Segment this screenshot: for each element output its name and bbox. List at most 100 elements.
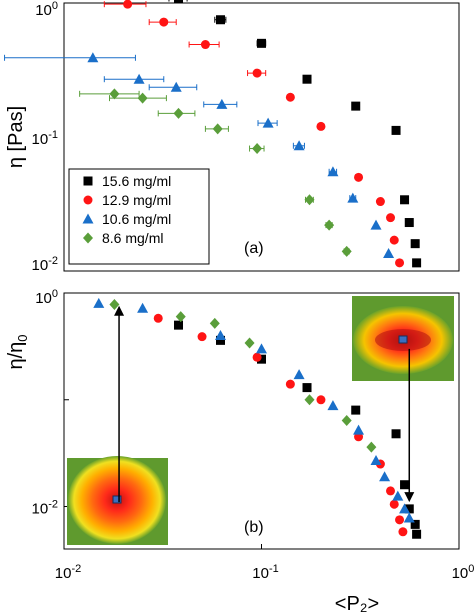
y-tick-label: 100 bbox=[35, 288, 58, 307]
legend-marker bbox=[83, 232, 93, 244]
data-point bbox=[379, 471, 391, 482]
data-point bbox=[410, 519, 420, 529]
data-point bbox=[392, 490, 404, 501]
data-point bbox=[366, 441, 377, 453]
data-point bbox=[215, 15, 225, 25]
y-tick-label: 10-2 bbox=[32, 499, 58, 518]
tick-base: 10 bbox=[35, 290, 52, 307]
beamstop-marker bbox=[112, 495, 122, 504]
data-point bbox=[109, 299, 120, 311]
panel-b-x-axis-label: <P₂> bbox=[335, 593, 379, 615]
data-point bbox=[302, 74, 312, 84]
data-point bbox=[391, 125, 401, 135]
data-point bbox=[410, 239, 420, 249]
tick-exponent: -2 bbox=[48, 255, 58, 267]
annotation-arrow-head bbox=[114, 305, 125, 316]
data-point bbox=[354, 172, 364, 182]
y-tick-label: 100 bbox=[35, 0, 58, 19]
tick-base: 10 bbox=[32, 257, 49, 274]
data-point bbox=[327, 166, 339, 177]
legend-label: 15.6 mg/ml bbox=[102, 173, 171, 189]
data-point bbox=[257, 38, 266, 48]
data-point bbox=[351, 405, 361, 415]
y-tick-label: 10-1 bbox=[32, 129, 58, 148]
data-point bbox=[404, 504, 414, 514]
data-point bbox=[109, 88, 120, 100]
data-point bbox=[214, 329, 226, 340]
panel-b-data-marks bbox=[93, 297, 422, 539]
data-point bbox=[375, 197, 385, 207]
panel-a-label: (a) bbox=[244, 240, 264, 257]
legend-label: 8.6 mg/ml bbox=[102, 230, 163, 246]
data-point bbox=[257, 354, 266, 364]
data-point bbox=[256, 343, 267, 354]
data-point bbox=[389, 499, 399, 509]
data-point bbox=[137, 92, 148, 104]
tick-base: 10 bbox=[452, 565, 469, 582]
data-point bbox=[174, 0, 184, 4]
panel-a-legend: 15.6 mg/ml 12.9 mg/ml 10.6 mg/ml 8.6 mg/ml bbox=[68, 168, 210, 265]
panel-a-data-marks bbox=[4, 0, 422, 268]
tick-exponent: -1 bbox=[269, 563, 279, 575]
legend-items: 15.6 mg/ml 12.9 mg/ml 10.6 mg/ml 8.6 mg/ml bbox=[82, 173, 171, 246]
data-point bbox=[153, 313, 163, 323]
tick-base: 10 bbox=[252, 565, 269, 582]
legend-label: 10.6 mg/ml bbox=[102, 211, 171, 227]
data-point bbox=[347, 192, 359, 203]
data-point bbox=[370, 454, 382, 465]
panel-a-y-axis-label: η [Pas] bbox=[5, 106, 27, 168]
data-point bbox=[412, 258, 422, 268]
data-point bbox=[304, 394, 315, 406]
data-point bbox=[395, 515, 405, 525]
data-point bbox=[389, 235, 399, 245]
data-point bbox=[200, 40, 210, 50]
legend-marker bbox=[83, 195, 93, 205]
data-point bbox=[412, 529, 422, 539]
tick-exponent: -2 bbox=[48, 499, 58, 511]
data-point bbox=[293, 369, 305, 380]
panel-b-y-axis-label: η/η0 bbox=[5, 334, 30, 369]
data-point bbox=[197, 332, 207, 342]
legend-marker bbox=[82, 213, 94, 224]
panel-b-y-axis-label-subscript: 0 bbox=[15, 334, 30, 341]
data-point bbox=[370, 219, 382, 230]
data-point bbox=[252, 143, 263, 155]
tick-exponent: 0 bbox=[52, 288, 58, 300]
data-point bbox=[244, 337, 255, 349]
tick-exponent: -1 bbox=[48, 129, 58, 141]
data-point bbox=[316, 121, 326, 131]
x-tick-label: 100 bbox=[452, 563, 474, 582]
data-point bbox=[174, 320, 184, 330]
data-point bbox=[216, 98, 228, 109]
data-point bbox=[341, 245, 352, 257]
data-point bbox=[391, 429, 401, 439]
data-point bbox=[285, 379, 295, 389]
data-point bbox=[302, 383, 312, 393]
tick-base: 10 bbox=[55, 565, 72, 582]
data-point bbox=[398, 527, 408, 537]
legend-marker bbox=[83, 176, 93, 186]
beamstop-marker bbox=[398, 335, 408, 344]
data-point bbox=[137, 302, 149, 313]
data-point bbox=[386, 486, 396, 496]
data-point bbox=[395, 258, 405, 268]
tick-exponent: -2 bbox=[71, 563, 81, 575]
tick-base: 10 bbox=[32, 131, 49, 148]
data-point bbox=[212, 123, 223, 135]
data-point bbox=[316, 395, 326, 405]
isotropic-pattern-inset bbox=[67, 456, 168, 545]
data-point bbox=[252, 352, 262, 362]
data-point bbox=[175, 311, 186, 323]
legend-label: 12.9 mg/ml bbox=[102, 192, 171, 208]
data-point bbox=[341, 414, 352, 426]
data-point bbox=[351, 101, 361, 111]
data-point bbox=[327, 400, 339, 411]
data-point bbox=[123, 0, 133, 9]
data-point bbox=[383, 248, 395, 259]
tick-exponent: 0 bbox=[468, 563, 474, 575]
